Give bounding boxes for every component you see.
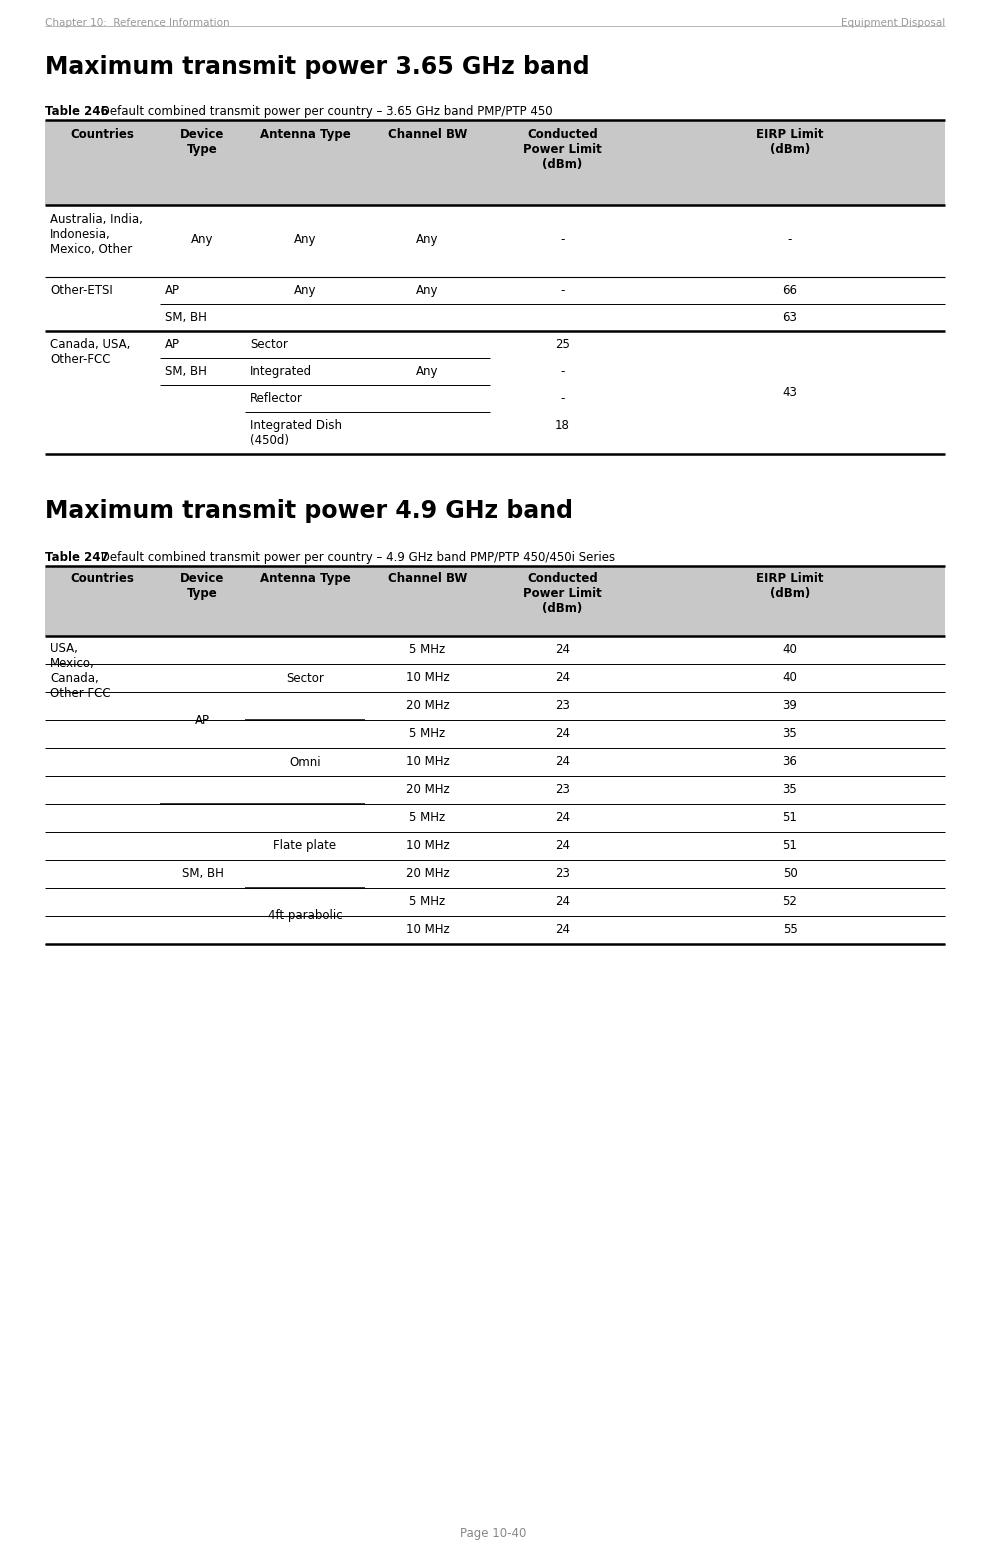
Text: 55: 55 [783, 924, 798, 936]
Text: Equipment Disposal: Equipment Disposal [841, 19, 945, 28]
Text: -: - [560, 392, 565, 404]
Text: 24: 24 [555, 672, 570, 684]
Text: Conducted
Power Limit
(dBm): Conducted Power Limit (dBm) [524, 572, 601, 614]
Bar [45, 566, 945, 636]
Text: Flate plate: Flate plate [273, 840, 336, 852]
Text: Integrated Dish
(450d): Integrated Dish (450d) [250, 418, 342, 446]
Text: 25: 25 [555, 337, 570, 351]
Text: 4ft parabolic: 4ft parabolic [267, 910, 342, 922]
Text: 24: 24 [555, 756, 570, 768]
Text: 51: 51 [783, 812, 798, 824]
Text: 63: 63 [783, 311, 798, 323]
Text: Sector: Sector [286, 672, 324, 684]
Text: 51: 51 [783, 840, 798, 852]
Text: Antenna Type: Antenna Type [259, 128, 350, 142]
Text: EIRP Limit
(dBm): EIRP Limit (dBm) [756, 572, 823, 600]
Text: EIRP Limit
(dBm): EIRP Limit (dBm) [756, 128, 823, 156]
Text: SM, BH: SM, BH [165, 365, 207, 378]
Text: 43: 43 [783, 386, 798, 400]
Text: Any: Any [416, 365, 439, 378]
Text: Maximum transmit power 4.9 GHz band: Maximum transmit power 4.9 GHz band [45, 499, 573, 522]
Text: 24: 24 [555, 728, 570, 740]
Text: AP: AP [165, 285, 180, 297]
Text: 35: 35 [783, 784, 798, 796]
Text: 18: 18 [555, 418, 570, 432]
Text: 23: 23 [555, 868, 570, 880]
Text: 20 MHz: 20 MHz [405, 700, 450, 712]
Text: Sector: Sector [250, 337, 288, 351]
Text: 39: 39 [783, 700, 798, 712]
Text: 35: 35 [783, 728, 798, 740]
Text: Integrated: Integrated [250, 365, 313, 378]
Text: Canada, USA,
Other-FCC: Canada, USA, Other-FCC [50, 337, 130, 365]
Text: 10 MHz: 10 MHz [405, 840, 450, 852]
Text: Countries: Countries [71, 128, 134, 142]
Text: Any: Any [294, 285, 317, 297]
Text: 24: 24 [555, 812, 570, 824]
Text: 10 MHz: 10 MHz [405, 924, 450, 936]
Text: 36: 36 [783, 756, 798, 768]
Text: Table 246: Table 246 [45, 106, 108, 118]
Text: 23: 23 [555, 784, 570, 796]
Text: Antenna Type: Antenna Type [259, 572, 350, 585]
Text: Chapter 10:  Reference Information: Chapter 10: Reference Information [45, 19, 230, 28]
Text: Default combined transmit power per country – 3.65 GHz band PMP/PTP 450: Default combined transmit power per coun… [97, 106, 552, 118]
Text: 40: 40 [783, 672, 798, 684]
Text: Any: Any [191, 233, 214, 246]
Text: -: - [560, 233, 565, 246]
Text: Maximum transmit power 3.65 GHz band: Maximum transmit power 3.65 GHz band [45, 54, 590, 79]
Text: USA,
Mexico,
Canada,
Other FCC: USA, Mexico, Canada, Other FCC [50, 642, 110, 700]
Text: 10 MHz: 10 MHz [405, 672, 450, 684]
Text: SM, BH: SM, BH [165, 311, 207, 323]
Text: 24: 24 [555, 840, 570, 852]
Text: 23: 23 [555, 700, 570, 712]
Text: Any: Any [294, 233, 317, 246]
Text: Any: Any [416, 285, 439, 297]
Text: Conducted
Power Limit
(dBm): Conducted Power Limit (dBm) [524, 128, 601, 171]
Text: 5 MHz: 5 MHz [409, 812, 446, 824]
Text: Channel BW: Channel BW [387, 128, 467, 142]
Text: 5 MHz: 5 MHz [409, 644, 446, 656]
Bar [45, 120, 945, 205]
Text: AP: AP [195, 714, 210, 726]
Text: Default combined transmit power per country – 4.9 GHz band PMP/PTP 450/450i Seri: Default combined transmit power per coun… [97, 550, 615, 564]
Text: Device
Type: Device Type [180, 572, 225, 600]
Text: Other-ETSI: Other-ETSI [50, 285, 112, 297]
Text: 10 MHz: 10 MHz [405, 756, 450, 768]
Text: Australia, India,
Indonesia,
Mexico, Other: Australia, India, Indonesia, Mexico, Oth… [50, 213, 143, 257]
Text: -: - [560, 365, 565, 378]
Text: Table 247: Table 247 [45, 550, 108, 564]
Text: Countries: Countries [71, 572, 134, 585]
Text: 5 MHz: 5 MHz [409, 896, 446, 908]
Text: 24: 24 [555, 896, 570, 908]
Text: AP: AP [165, 337, 180, 351]
Text: 20 MHz: 20 MHz [405, 868, 450, 880]
Text: 20 MHz: 20 MHz [405, 784, 450, 796]
Text: 66: 66 [783, 285, 798, 297]
Text: -: - [560, 285, 565, 297]
Text: 24: 24 [555, 924, 570, 936]
Text: 52: 52 [783, 896, 798, 908]
Text: 40: 40 [783, 644, 798, 656]
Text: 24: 24 [555, 644, 570, 656]
Text: Page 10-40: Page 10-40 [459, 1527, 527, 1539]
Text: Device
Type: Device Type [180, 128, 225, 156]
Text: 50: 50 [783, 868, 798, 880]
Text: Reflector: Reflector [250, 392, 303, 404]
Text: Channel BW: Channel BW [387, 572, 467, 585]
Text: Omni: Omni [289, 756, 320, 768]
Text: -: - [788, 233, 792, 246]
Text: SM, BH: SM, BH [181, 868, 224, 880]
Text: Any: Any [416, 233, 439, 246]
Text: 5 MHz: 5 MHz [409, 728, 446, 740]
